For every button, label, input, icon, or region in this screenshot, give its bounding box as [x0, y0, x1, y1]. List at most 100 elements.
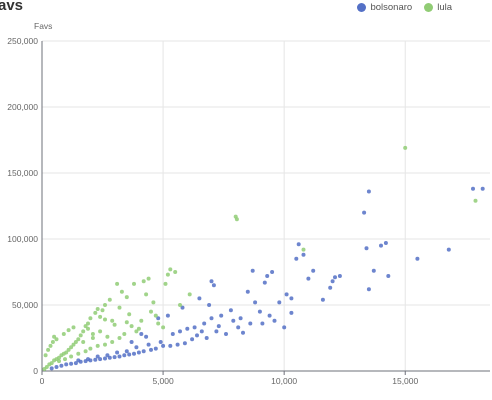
scatter-point-lula[interactable]	[301, 247, 306, 252]
scatter-point-bolsonaro[interactable]	[180, 305, 185, 310]
scatter-point-bolsonaro[interactable]	[64, 362, 69, 367]
scatter-point-bolsonaro[interactable]	[170, 332, 175, 336]
scatter-point-bolsonaro[interactable]	[107, 355, 112, 360]
scatter-point-lula[interactable]	[71, 325, 76, 330]
scatter-point-lula[interactable]	[117, 305, 122, 310]
scatter-point-bolsonaro[interactable]	[236, 325, 241, 330]
scatter-point-lula[interactable]	[119, 289, 124, 294]
scatter-point-bolsonaro[interactable]	[202, 321, 207, 326]
scatter-point-bolsonaro[interactable]	[272, 318, 277, 323]
scatter-point-lula[interactable]	[54, 337, 59, 342]
scatter-point-lula[interactable]	[42, 367, 47, 371]
scatter-point-lula[interactable]	[473, 198, 478, 203]
scatter-point-bolsonaro[interactable]	[98, 357, 103, 362]
scatter-point-bolsonaro[interactable]	[371, 268, 376, 273]
scatter-point-lula[interactable]	[103, 317, 107, 322]
scatter-point-lula[interactable]	[52, 334, 57, 339]
scatter-point-bolsonaro[interactable]	[270, 270, 275, 274]
scatter-point-bolsonaro[interactable]	[103, 356, 107, 361]
scatter-point-lula[interactable]	[81, 340, 86, 344]
scatter-point-bolsonaro[interactable]	[76, 358, 81, 363]
scatter-point-lula[interactable]	[52, 358, 57, 363]
scatter-point-bolsonaro[interactable]	[219, 313, 224, 318]
scatter-point-lula[interactable]	[50, 340, 55, 344]
scatter-point-bolsonaro[interactable]	[197, 296, 202, 301]
scatter-point-lula[interactable]	[90, 332, 95, 336]
scatter-point-lula[interactable]	[47, 362, 52, 367]
scatter-point-lula[interactable]	[124, 320, 129, 325]
scatter-point-lula[interactable]	[168, 267, 173, 272]
scatter-point-bolsonaro[interactable]	[122, 353, 127, 358]
scatter-point-bolsonaro[interactable]	[253, 300, 258, 305]
scatter-point-bolsonaro[interactable]	[480, 186, 485, 191]
scatter-point-lula[interactable]	[187, 292, 192, 297]
scatter-point-lula[interactable]	[161, 325, 166, 330]
scatter-point-lula[interactable]	[110, 318, 115, 323]
scatter-point-lula[interactable]	[153, 313, 158, 318]
scatter-point-lula[interactable]	[83, 349, 88, 354]
scatter-point-lula[interactable]	[149, 309, 153, 314]
scatter-point-bolsonaro[interactable]	[415, 256, 420, 261]
scatter-point-lula[interactable]	[144, 292, 149, 297]
scatter-point-lula[interactable]	[129, 324, 134, 329]
scatter-point-bolsonaro[interactable]	[175, 342, 180, 347]
scatter-point-bolsonaro[interactable]	[284, 292, 289, 297]
scatter-point-lula[interactable]	[57, 359, 61, 364]
scatter-point-bolsonaro[interactable]	[115, 350, 120, 355]
scatter-point-lula[interactable]	[69, 354, 74, 359]
scatter-point-bolsonaro[interactable]	[216, 324, 221, 329]
scatter-point-bolsonaro[interactable]	[386, 274, 391, 278]
scatter-point-bolsonaro[interactable]	[366, 189, 371, 194]
scatter-point-bolsonaro[interactable]	[132, 351, 136, 356]
scatter-point-bolsonaro[interactable]	[383, 241, 388, 245]
scatter-point-lula[interactable]	[165, 272, 170, 277]
scatter-point-bolsonaro[interactable]	[262, 280, 267, 285]
scatter-point-lula[interactable]	[110, 340, 115, 344]
scatter-point-bolsonaro[interactable]	[241, 330, 245, 335]
scatter-point-bolsonaro[interactable]	[136, 350, 141, 355]
scatter-point-lula[interactable]	[66, 328, 71, 333]
scatter-point-lula[interactable]	[178, 303, 182, 307]
scatter-point-lula[interactable]	[122, 332, 127, 336]
scatter-point-bolsonaro[interactable]	[211, 283, 216, 288]
scatter-point-lula[interactable]	[112, 322, 117, 327]
scatter-point-bolsonaro[interactable]	[105, 353, 110, 358]
scatter-point-bolsonaro[interactable]	[364, 246, 369, 251]
scatter-point-bolsonaro[interactable]	[209, 316, 214, 321]
scatter-point-lula[interactable]	[83, 324, 88, 329]
scatter-point-lula[interactable]	[86, 326, 90, 331]
scatter-point-bolsonaro[interactable]	[224, 332, 228, 336]
scatter-point-lula[interactable]	[88, 316, 93, 321]
scatter-point-lula[interactable]	[107, 297, 112, 302]
scatter-point-lula[interactable]	[76, 337, 81, 342]
scatter-point-bolsonaro[interactable]	[127, 352, 132, 357]
scatter-point-lula[interactable]	[234, 217, 239, 222]
scatter-point-bolsonaro[interactable]	[311, 268, 316, 273]
scatter-point-bolsonaro[interactable]	[54, 365, 59, 369]
scatter-point-bolsonaro[interactable]	[190, 337, 195, 342]
scatter-point-lula[interactable]	[88, 346, 93, 351]
scatter-point-bolsonaro[interactable]	[282, 325, 287, 330]
scatter-point-lula[interactable]	[173, 270, 178, 274]
scatter-point-lula[interactable]	[124, 295, 129, 300]
scatter-point-bolsonaro[interactable]	[182, 341, 187, 346]
scatter-point-lula[interactable]	[139, 318, 144, 323]
scatter-point-lula[interactable]	[98, 329, 103, 334]
scatter-point-bolsonaro[interactable]	[149, 347, 153, 352]
scatter-point-lula[interactable]	[90, 336, 95, 340]
scatter-point-bolsonaro[interactable]	[214, 329, 219, 334]
scatter-point-lula[interactable]	[95, 343, 100, 348]
scatter-point-bolsonaro[interactable]	[250, 268, 255, 273]
scatter-point-bolsonaro[interactable]	[204, 336, 209, 340]
scatter-point-lula[interactable]	[59, 353, 64, 358]
scatter-point-bolsonaro[interactable]	[320, 297, 325, 302]
scatter-point-bolsonaro[interactable]	[86, 357, 90, 362]
scatter-point-bolsonaro[interactable]	[267, 313, 272, 318]
scatter-point-lula[interactable]	[127, 312, 132, 317]
scatter-point-bolsonaro[interactable]	[207, 303, 212, 307]
scatter-point-lula[interactable]	[63, 357, 67, 362]
scatter-point-bolsonaro[interactable]	[49, 366, 54, 371]
scatter-point-lula[interactable]	[117, 336, 122, 340]
scatter-point-bolsonaro[interactable]	[328, 285, 333, 290]
scatter-point-lula[interactable]	[71, 342, 76, 347]
